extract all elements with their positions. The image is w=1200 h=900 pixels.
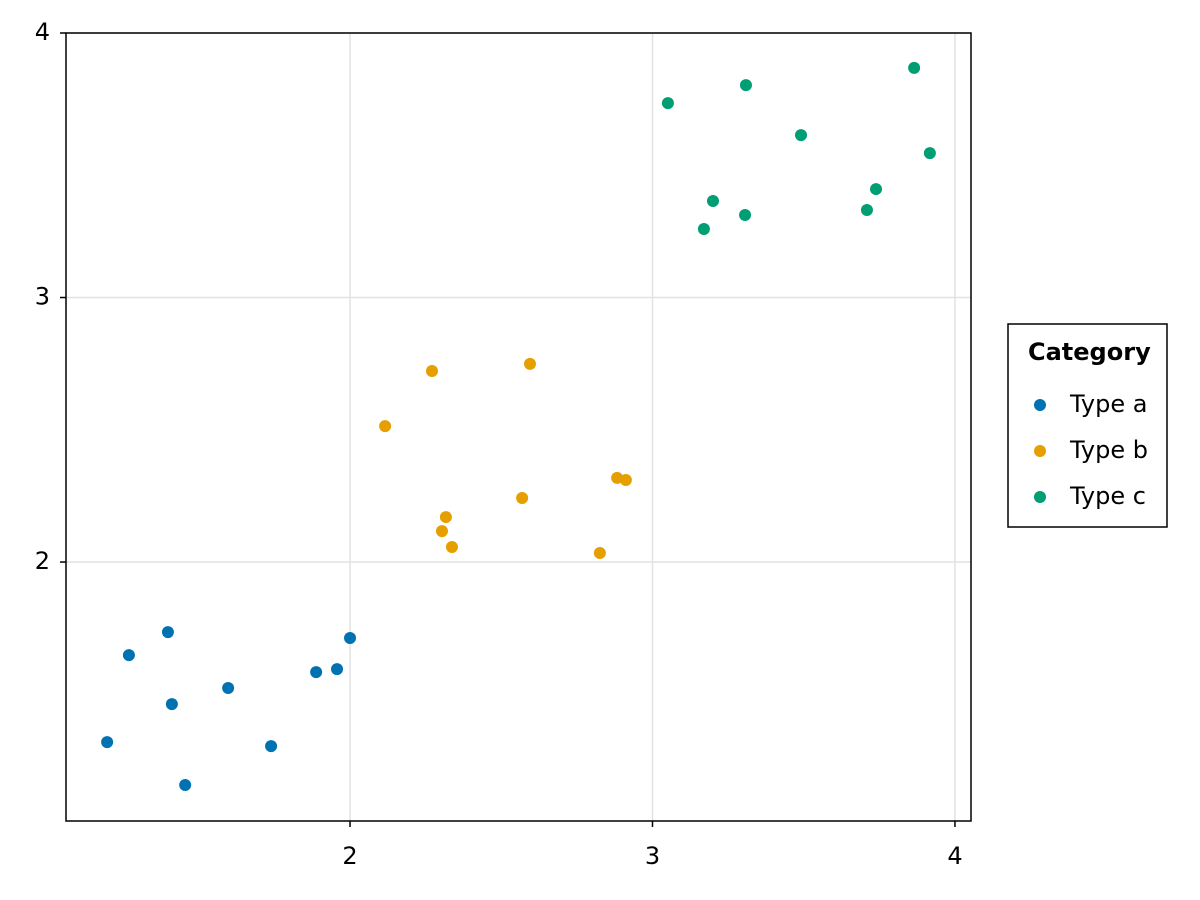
point [516, 492, 529, 505]
point [425, 365, 438, 378]
point [179, 779, 192, 792]
point [739, 208, 752, 221]
y-tick-label: 2 [35, 547, 50, 575]
point [795, 129, 808, 142]
point [661, 97, 674, 110]
point [619, 474, 632, 487]
legend-box [1007, 323, 1168, 528]
point [344, 631, 357, 644]
point [122, 649, 135, 662]
x-tick-label: 2 [342, 842, 357, 870]
legend-label: Type b [1069, 436, 1148, 464]
point [860, 203, 873, 216]
x-tick-label: 3 [645, 842, 660, 870]
x-tick-label: 4 [947, 842, 962, 870]
point [331, 663, 344, 676]
y-tick-label: 3 [35, 283, 50, 311]
point [870, 183, 883, 196]
legend-title: Category [1028, 338, 1151, 366]
point [439, 511, 452, 524]
point [101, 736, 114, 749]
point [222, 681, 235, 694]
point [706, 194, 719, 207]
point [908, 61, 921, 74]
point [445, 540, 458, 553]
point [697, 223, 710, 236]
point [523, 357, 536, 370]
point [435, 525, 448, 538]
plot-frame [65, 32, 972, 822]
point [161, 626, 174, 639]
y-tick-label: 4 [35, 18, 50, 46]
point [265, 740, 278, 753]
legend-marker [1034, 445, 1046, 457]
point [739, 79, 752, 92]
legend-label: Type c [1069, 482, 1146, 510]
point [923, 147, 936, 160]
legend-marker [1034, 491, 1046, 503]
point [165, 698, 178, 711]
legend-label: Type a [1069, 390, 1147, 418]
point [310, 666, 323, 679]
point [593, 547, 606, 560]
legend-marker [1034, 399, 1046, 411]
point [379, 420, 392, 433]
